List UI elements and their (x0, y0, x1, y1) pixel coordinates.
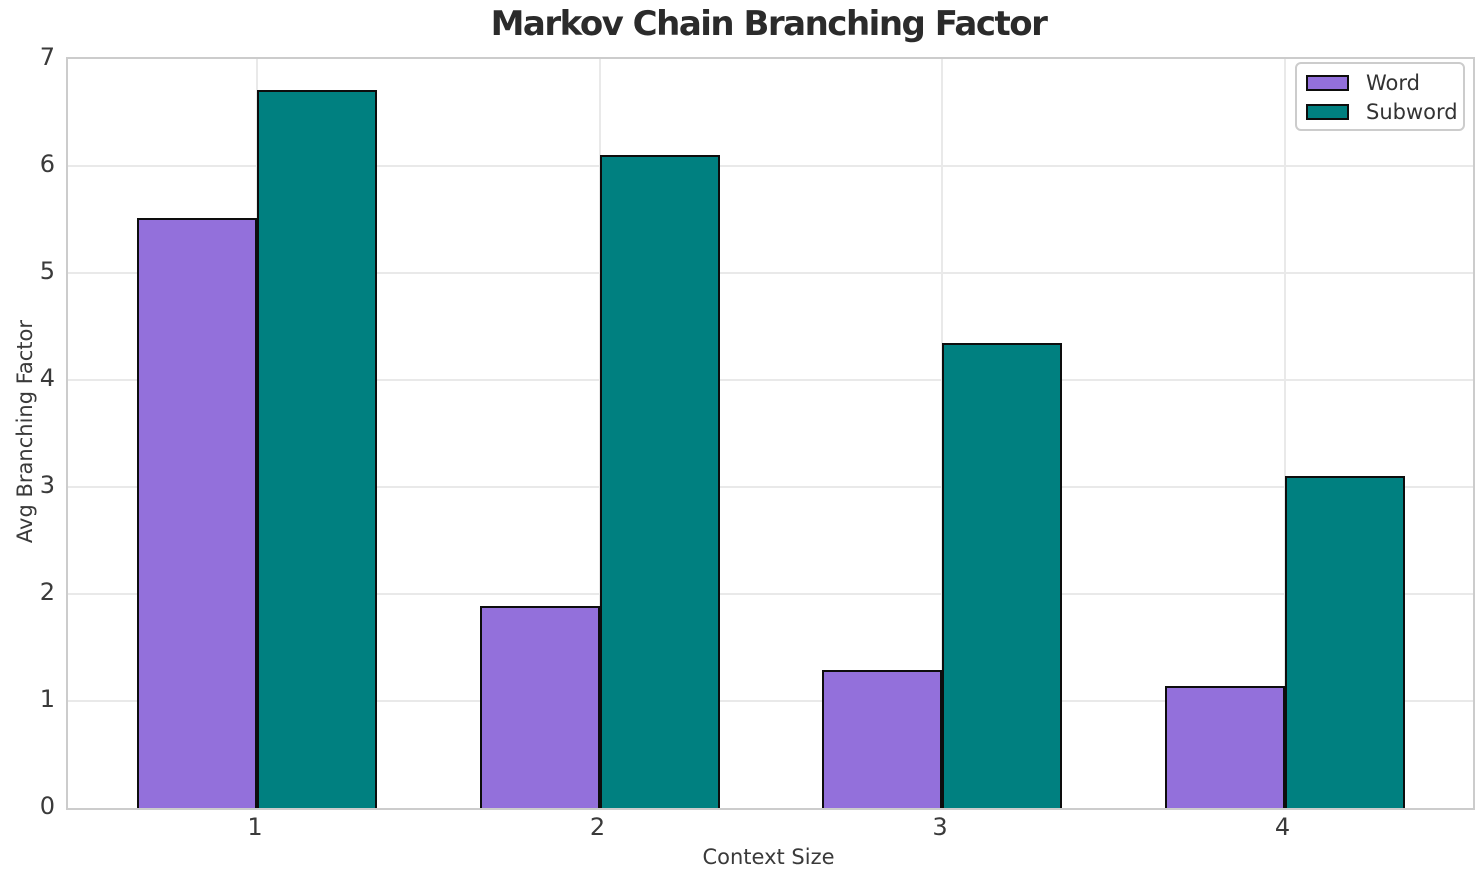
bar-subword-context-2 (599, 155, 720, 808)
h-gridline-1 (68, 700, 1473, 702)
legend-label-word: Word (1366, 71, 1420, 95)
y-tick-label-4: 4 (39, 364, 55, 392)
bar-word-context-1 (137, 218, 257, 808)
h-gridline-3 (68, 486, 1473, 488)
y-tick-label-2: 2 (39, 578, 55, 606)
legend-item-subword: Subword (1306, 100, 1463, 124)
bar-subword-context-1 (257, 90, 377, 808)
legend-swatch-subword (1306, 104, 1349, 120)
y-tick-label-1: 1 (39, 685, 55, 713)
legend: Word Subword (1295, 62, 1465, 131)
y-axis-label: Avg Branching Factor (13, 319, 37, 544)
x-tick-label-4: 4 (1274, 813, 1291, 841)
h-gridline-2 (68, 593, 1473, 595)
y-tick-label-6: 6 (39, 150, 55, 178)
y-tick-label-5: 5 (39, 257, 55, 285)
x-axis-label: Context Size (702, 845, 835, 869)
bar-subword-context-4 (1284, 476, 1405, 808)
h-gridline-5 (68, 272, 1473, 274)
v-gridline-4 (1283, 59, 1286, 808)
h-gridline-4 (68, 379, 1473, 381)
legend-swatch-word (1306, 75, 1349, 91)
x-tick-label-3: 3 (932, 813, 948, 841)
h-gridline-6 (68, 165, 1473, 167)
bar-subword-context-3 (942, 342, 1062, 808)
y-tick-label-7: 7 (39, 43, 55, 71)
plot-area: Word Subword (66, 57, 1475, 810)
legend-label-subword: Subword (1366, 100, 1458, 124)
y-tick-label-3: 3 (39, 471, 55, 499)
bar-word-context-3 (822, 669, 942, 808)
bar-word-context-4 (1164, 686, 1285, 808)
x-tick-label-2: 2 (589, 813, 606, 841)
x-tick-label-1: 1 (247, 813, 263, 841)
y-tick-label-0: 0 (39, 792, 55, 820)
bar-word-context-2 (479, 605, 600, 808)
chart-title: Markov Chain Branching Factor (490, 4, 1048, 44)
legend-item-word: Word (1306, 71, 1463, 95)
